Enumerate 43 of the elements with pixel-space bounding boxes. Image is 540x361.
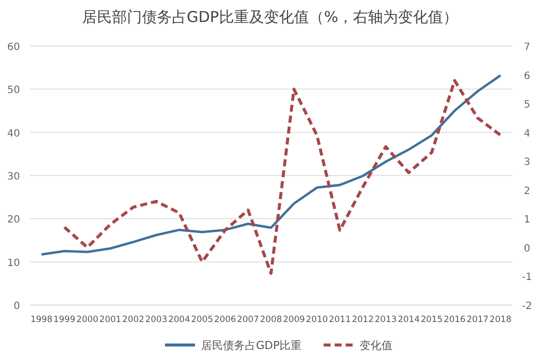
y2-tick-label: 3 (524, 157, 530, 168)
x-tick-label: 2001 (99, 315, 122, 325)
x-tick-label: 2009 (282, 315, 305, 325)
y2-tick-label: 7 (524, 42, 530, 53)
y2-tick-label: 1 (524, 214, 530, 226)
x-tick-label: 1998 (30, 315, 52, 325)
y2-tick-label: 4 (524, 128, 530, 140)
legend-label: 变化值 (360, 339, 393, 352)
x-tick-label: 2007 (237, 315, 260, 325)
y-tick-label: 0 (14, 301, 20, 312)
y2-tick-label: 2 (524, 186, 530, 197)
x-tick-label: 2015 (420, 315, 443, 325)
y2-tick-label: 6 (524, 70, 530, 82)
line-series (40, 74, 502, 256)
y-tick-label: 40 (7, 128, 20, 140)
x-tick-label: 2018 (490, 315, 512, 325)
x-tick-label: 2016 (444, 315, 466, 325)
x-tick-label: 2011 (328, 315, 351, 325)
x-tick-label: 2013 (374, 315, 397, 325)
line-series (62, 79, 502, 275)
y2-tick-label: -1 (522, 272, 532, 284)
x-tick-label: 2010 (306, 315, 328, 325)
y-tick-label: 60 (7, 42, 20, 53)
x-tick-label: 2003 (145, 315, 168, 325)
x-tick-label: 2002 (122, 315, 144, 325)
x-tick-label: 2017 (466, 315, 489, 325)
x-tick-label: 2005 (191, 315, 214, 325)
y-tick-label: 10 (7, 258, 20, 269)
legend-label: 居民债务占GDP比重 (201, 339, 302, 352)
y-tick-label: 50 (7, 85, 20, 96)
x-tick-label: 2000 (76, 315, 98, 325)
chart-title: 居民部门债务占GDP比重及变化值（%，右轴为变化值） (82, 8, 458, 26)
x-tick-label: 2014 (398, 315, 420, 325)
y-tick-label: 30 (7, 172, 20, 182)
x-tick-label: 2004 (168, 315, 190, 325)
y-tick-label: 20 (7, 214, 20, 226)
x-tick-label: 2006 (214, 315, 236, 325)
y2-tick-label: 5 (524, 100, 530, 111)
x-tick-label: 2012 (352, 315, 374, 325)
y2-tick-label: 0 (524, 243, 530, 254)
x-tick-label: 1999 (53, 315, 76, 325)
y2-tick-label: -2 (522, 301, 532, 312)
x-tick-label: 2008 (260, 315, 282, 325)
